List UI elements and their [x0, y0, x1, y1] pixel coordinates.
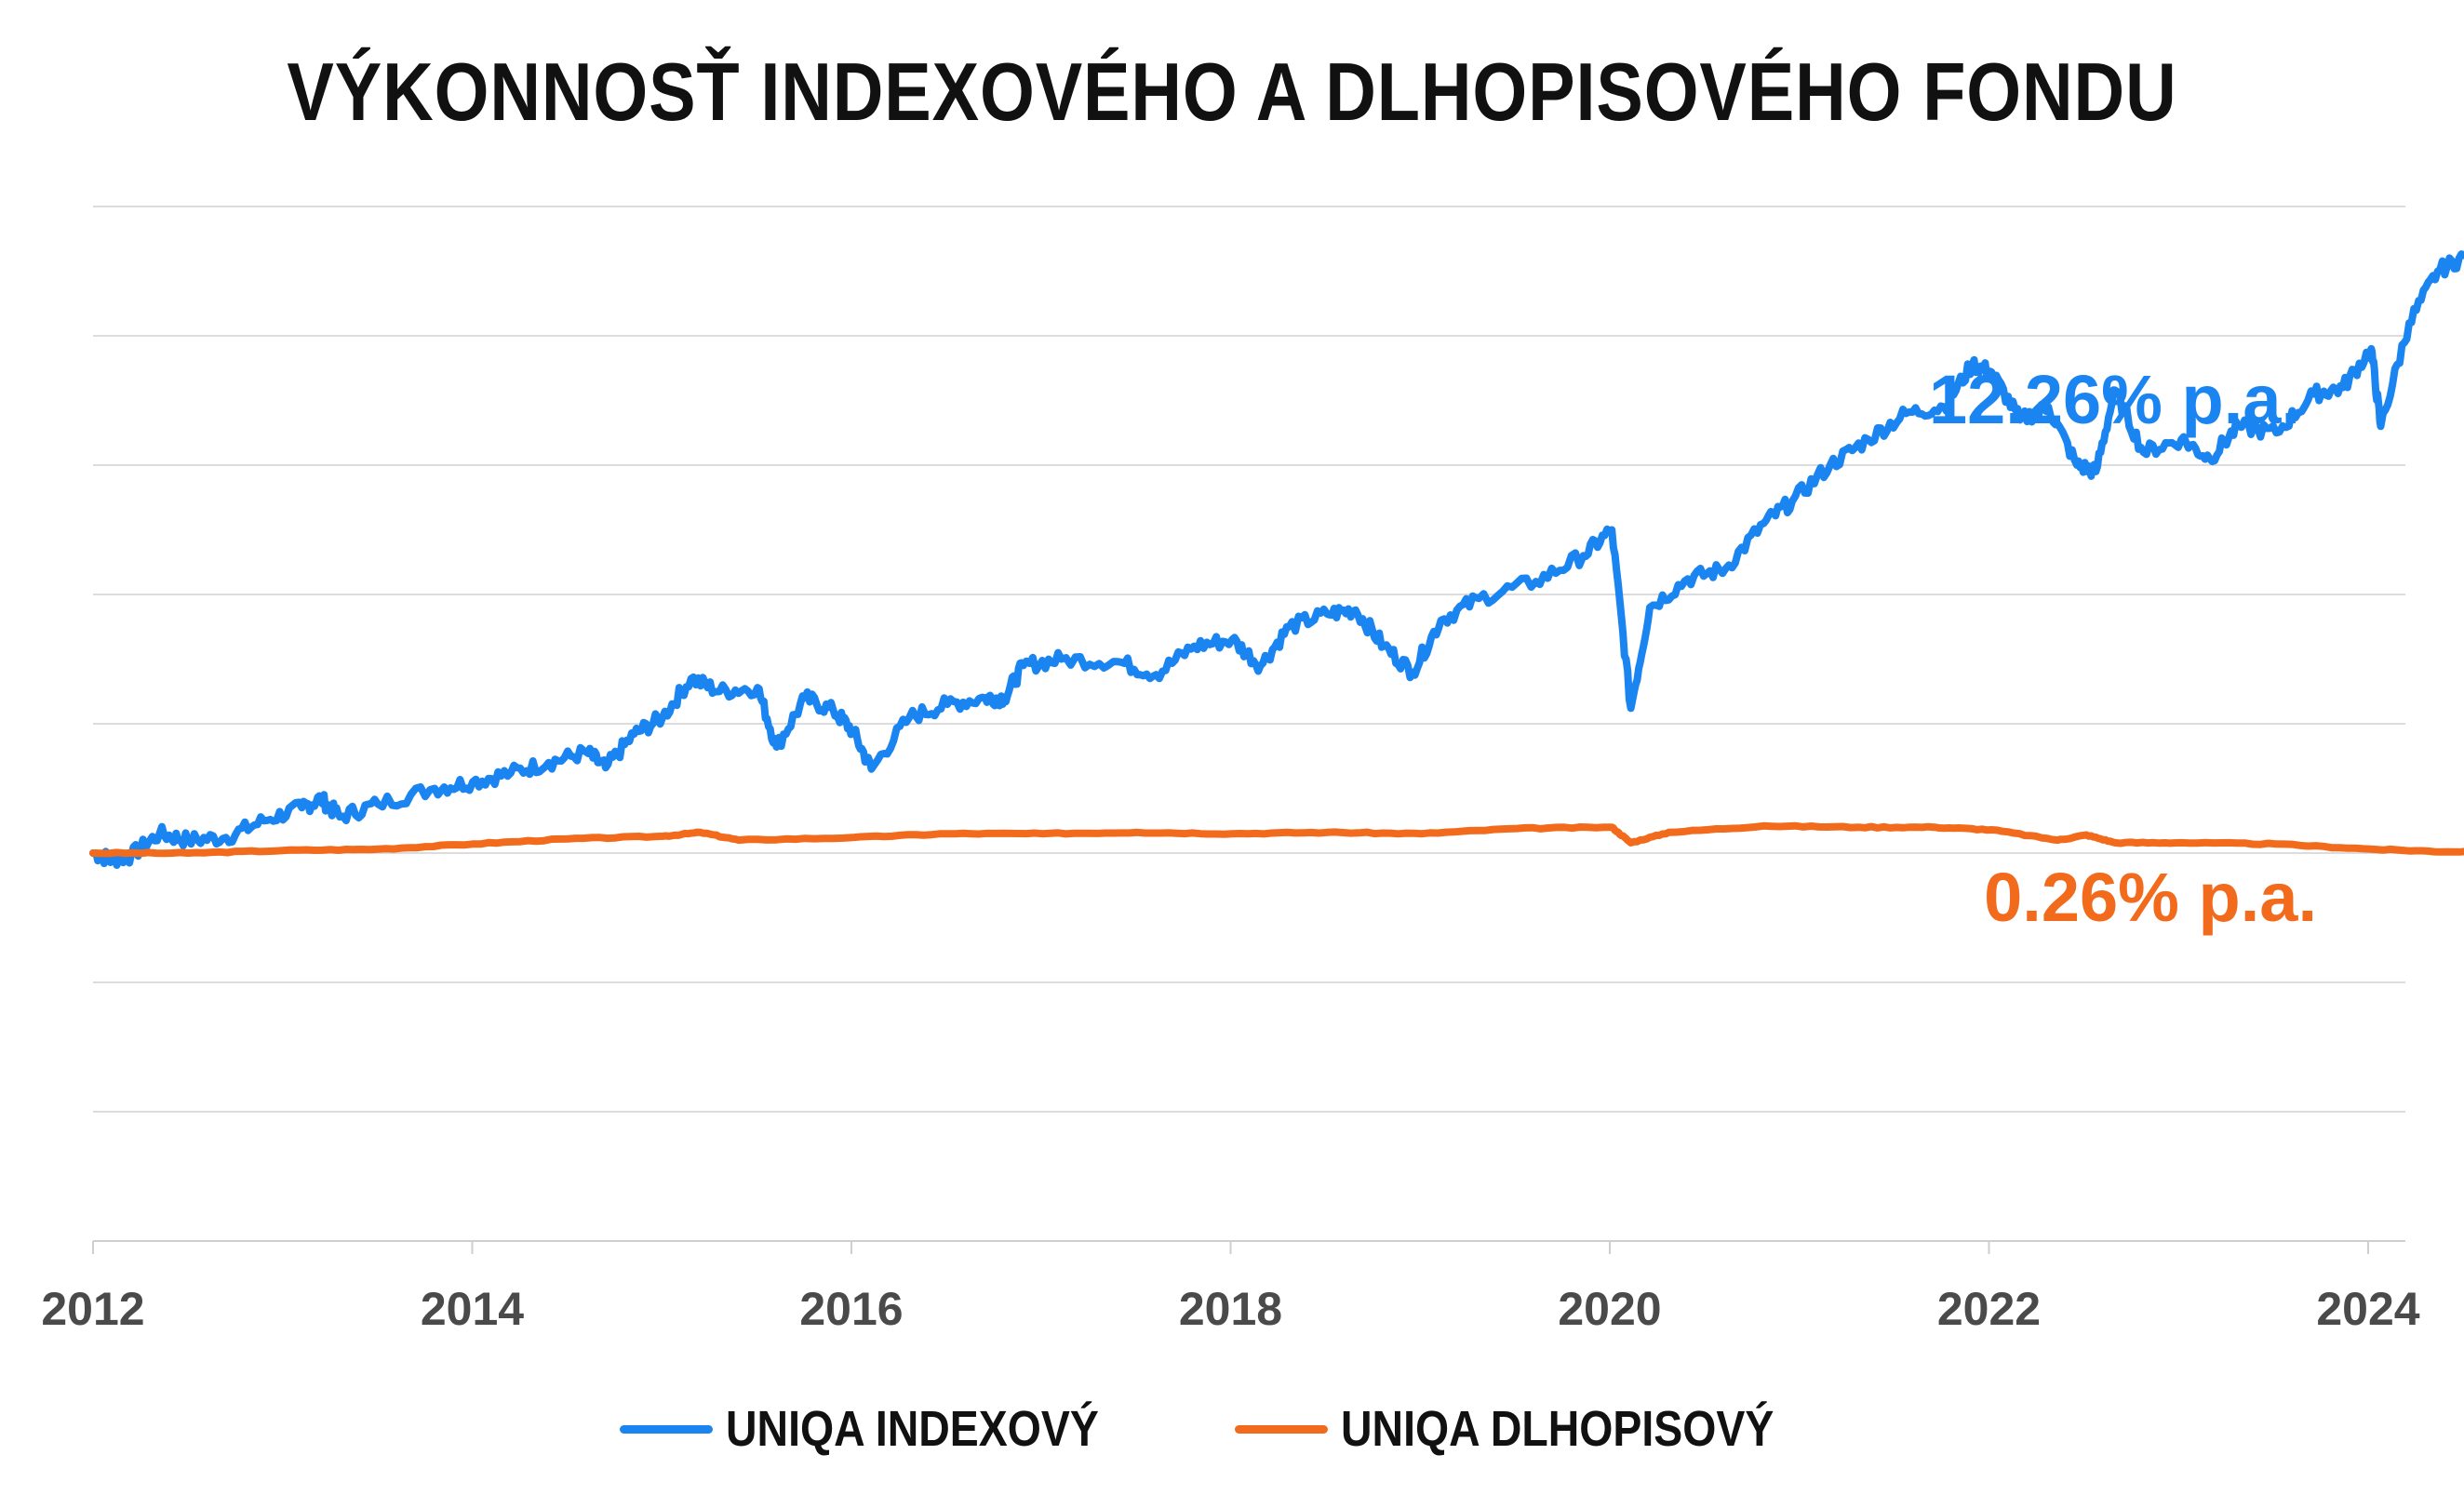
legend-swatch-dlhopisovy [1234, 1424, 1328, 1434]
annotation-indexovy: 12.26% p.a. [1929, 361, 2300, 438]
legend-item-dlhopisovy[interactable]: UNIQA DLHOPISOVÝ [1234, 1400, 1844, 1458]
legend-item-indexovy[interactable]: UNIQA INDEXOVÝ [620, 1400, 1159, 1458]
x-tick-label: 2012 [41, 1283, 144, 1335]
series-line-dlhopisovy [89, 821, 2464, 858]
x-tick-label: 2018 [1179, 1283, 1282, 1335]
series-line-indexovy [89, 250, 2464, 869]
x-tick-label: 2024 [2316, 1283, 2419, 1335]
annotations: 12.26% p.a. 0.26% p.a. [1929, 361, 2317, 936]
chart-title: VÝKONNOSŤ INDEXOVÉHO A DLHOPISOVÉHO FOND… [287, 46, 2177, 138]
x-tick-label: 2016 [799, 1283, 903, 1335]
annotation-dlhopisovy: 0.26% p.a. [1984, 859, 2317, 936]
legend-swatch-indexovy [620, 1424, 714, 1434]
gridlines [93, 206, 2405, 1242]
legend-label-dlhopisovy: UNIQA DLHOPISOVÝ [1340, 1401, 1774, 1457]
x-tick-label: 2020 [1558, 1283, 1661, 1335]
legend: UNIQA INDEXOVÝ UNIQA DLHOPISOVÝ [0, 1400, 2464, 1458]
x-axis: 2012 2014 2016 2018 2020 2022 2024 [41, 1241, 2420, 1335]
series-lines [89, 250, 2464, 869]
x-tick-label: 2022 [1937, 1283, 2041, 1335]
x-tick-label: 2014 [421, 1283, 524, 1335]
legend-label-indexovy: UNIQA INDEXOVÝ [726, 1401, 1100, 1457]
